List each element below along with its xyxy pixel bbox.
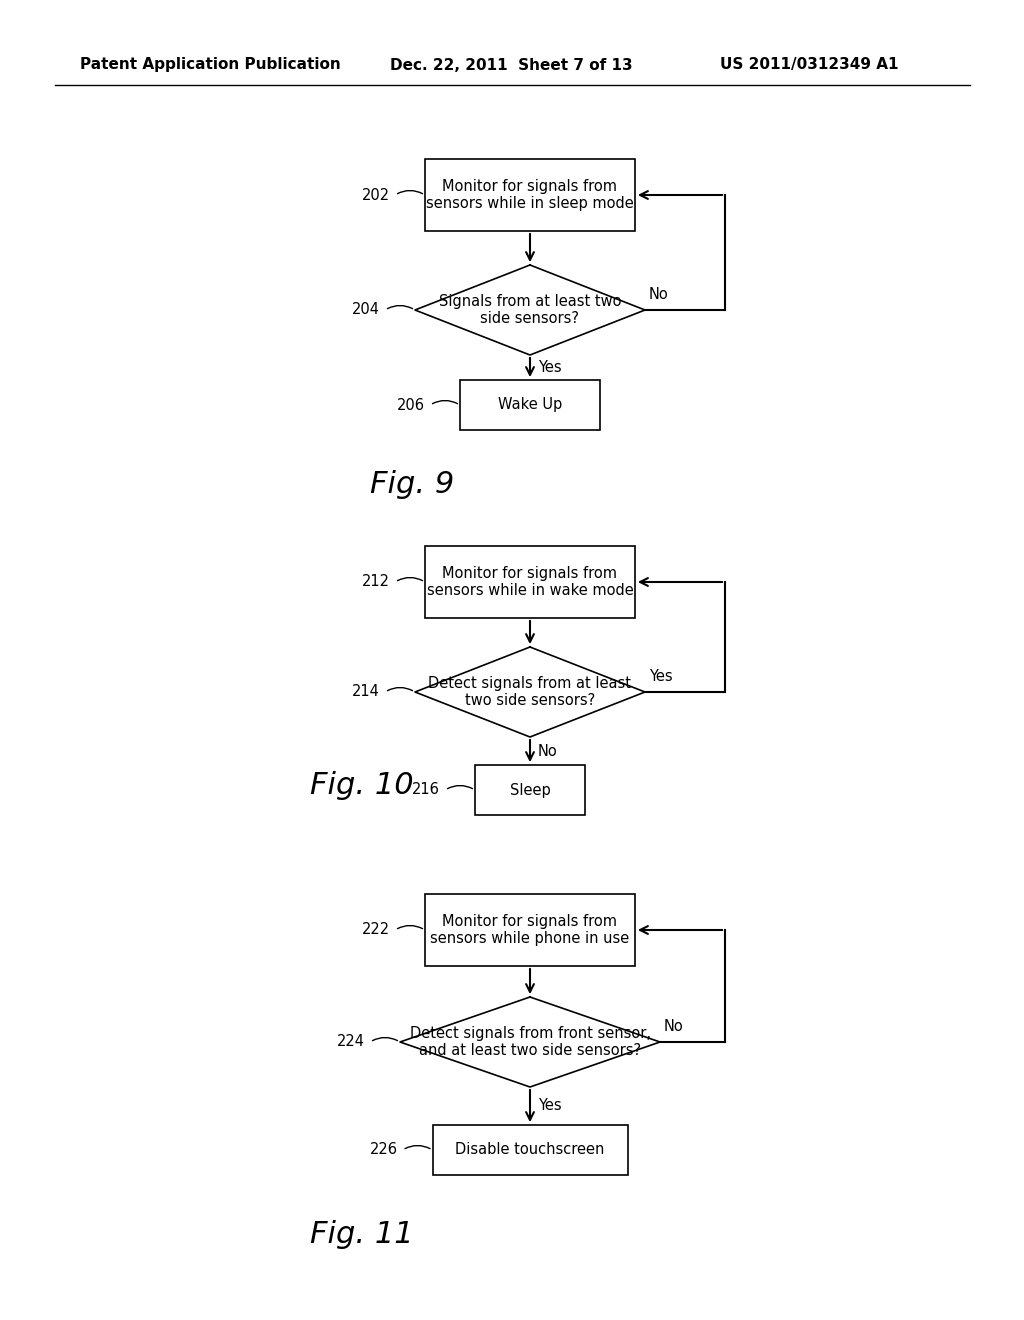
Text: 214: 214: [352, 685, 380, 700]
Text: Monitor for signals from
sensors while phone in use: Monitor for signals from sensors while p…: [430, 913, 630, 946]
Bar: [460, 380, 600, 430]
Text: 204: 204: [352, 302, 380, 318]
Text: Disable touchscreen: Disable touchscreen: [456, 1143, 605, 1158]
Text: Patent Application Publication: Patent Application Publication: [80, 58, 341, 73]
Text: 202: 202: [361, 187, 390, 202]
Text: US 2011/0312349 A1: US 2011/0312349 A1: [720, 58, 898, 73]
Text: 212: 212: [362, 574, 390, 590]
Text: No: No: [538, 743, 558, 759]
Text: Monitor for signals from
sensors while in wake mode: Monitor for signals from sensors while i…: [427, 566, 634, 598]
Bar: [475, 766, 585, 814]
Bar: [425, 158, 635, 231]
Text: Signals from at least two
side sensors?: Signals from at least two side sensors?: [438, 294, 622, 326]
Text: Fig. 10: Fig. 10: [310, 771, 414, 800]
Text: Wake Up: Wake Up: [498, 397, 562, 412]
Bar: [425, 546, 635, 618]
Text: 216: 216: [412, 783, 440, 797]
Bar: [425, 894, 635, 966]
Text: 226: 226: [370, 1143, 397, 1158]
Text: 206: 206: [397, 397, 425, 412]
Text: 224: 224: [337, 1035, 365, 1049]
Text: Monitor for signals from
sensors while in sleep mode: Monitor for signals from sensors while i…: [426, 178, 634, 211]
Text: Yes: Yes: [538, 360, 561, 375]
Text: Sleep: Sleep: [510, 783, 550, 797]
Text: Yes: Yes: [538, 1098, 561, 1114]
Bar: [432, 1125, 628, 1175]
Text: Yes: Yes: [649, 669, 673, 684]
Text: Fig. 9: Fig. 9: [370, 470, 455, 499]
Text: No: No: [649, 286, 669, 302]
Text: Detect signals from front sensor,
and at least two side sensors?: Detect signals from front sensor, and at…: [410, 1026, 650, 1059]
Text: Detect signals from at least
two side sensors?: Detect signals from at least two side se…: [428, 676, 632, 709]
Text: No: No: [664, 1019, 684, 1034]
Text: Dec. 22, 2011  Sheet 7 of 13: Dec. 22, 2011 Sheet 7 of 13: [390, 58, 633, 73]
Text: 222: 222: [361, 923, 390, 937]
Text: Fig. 11: Fig. 11: [310, 1220, 414, 1249]
